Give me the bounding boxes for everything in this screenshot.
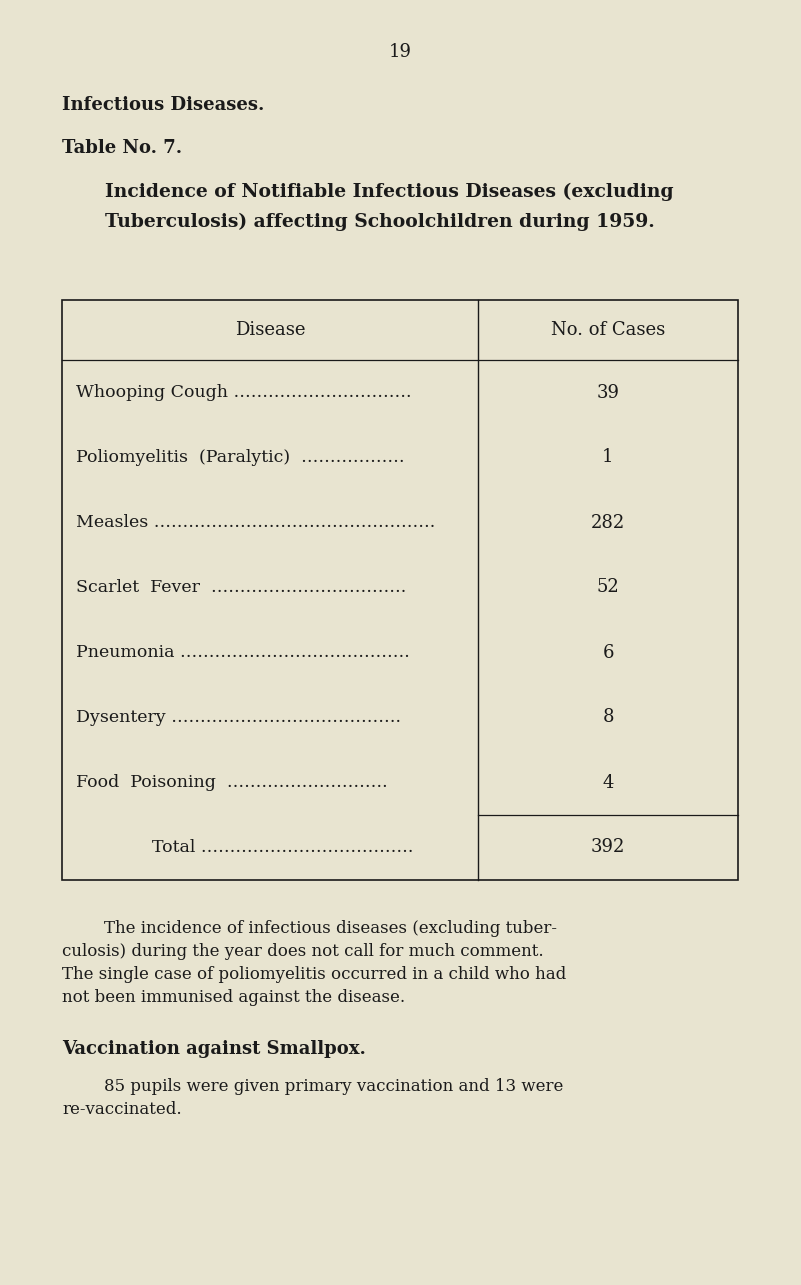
Text: 39: 39	[597, 383, 619, 401]
Text: Poliomyelitis  (Paralytic)  ………………: Poliomyelitis (Paralytic) ………………	[76, 448, 405, 466]
Text: 85 pupils were given primary vaccination and 13 were: 85 pupils were given primary vaccination…	[62, 1078, 563, 1095]
Text: 1: 1	[602, 448, 614, 466]
Text: Scarlet  Fever  …………………………….: Scarlet Fever …………………………….	[76, 580, 406, 596]
Text: Dysentery ………………………………….: Dysentery ………………………………….	[76, 709, 401, 726]
Text: Tuberculosis) affecting Schoolchildren during 1959.: Tuberculosis) affecting Schoolchildren d…	[105, 213, 654, 231]
Text: The incidence of infectious diseases (excluding tuber-: The incidence of infectious diseases (ex…	[62, 920, 557, 937]
Text: 6: 6	[602, 644, 614, 662]
Text: Incidence of Notifiable Infectious Diseases (excluding: Incidence of Notifiable Infectious Disea…	[105, 182, 674, 202]
Text: Whooping Cough ………………………….: Whooping Cough ………………………….	[76, 384, 412, 401]
Text: 392: 392	[591, 839, 626, 857]
Text: Food  Poisoning  ……………………….: Food Poisoning ……………………….	[76, 774, 388, 792]
Text: Vaccination against Smallpox.: Vaccination against Smallpox.	[62, 1040, 366, 1058]
Text: 19: 19	[388, 42, 412, 60]
Text: not been immunised against the disease.: not been immunised against the disease.	[62, 989, 405, 1006]
Text: No. of Cases: No. of Cases	[551, 321, 665, 339]
Text: 8: 8	[602, 708, 614, 726]
Text: culosis) during the year does not call for much comment.: culosis) during the year does not call f…	[62, 943, 544, 960]
Text: 4: 4	[602, 774, 614, 792]
Text: The single case of poliomyelitis occurred in a child who had: The single case of poliomyelitis occurre…	[62, 966, 566, 983]
Text: Infectious Diseases.: Infectious Diseases.	[62, 96, 264, 114]
Text: Pneumonia ………………………………….: Pneumonia ………………………………….	[76, 644, 410, 660]
Text: Total ……………………………….: Total ……………………………….	[152, 839, 413, 856]
Bar	[62, 299, 738, 880]
Text: Disease: Disease	[235, 321, 305, 339]
Text: re-vaccinated.: re-vaccinated.	[62, 1101, 182, 1118]
Text: Table No. 7.: Table No. 7.	[62, 139, 182, 157]
Text: 52: 52	[597, 578, 619, 596]
Text: Measles ………………………………………….: Measles ………………………………………….	[76, 514, 435, 531]
Text: 282: 282	[591, 514, 625, 532]
